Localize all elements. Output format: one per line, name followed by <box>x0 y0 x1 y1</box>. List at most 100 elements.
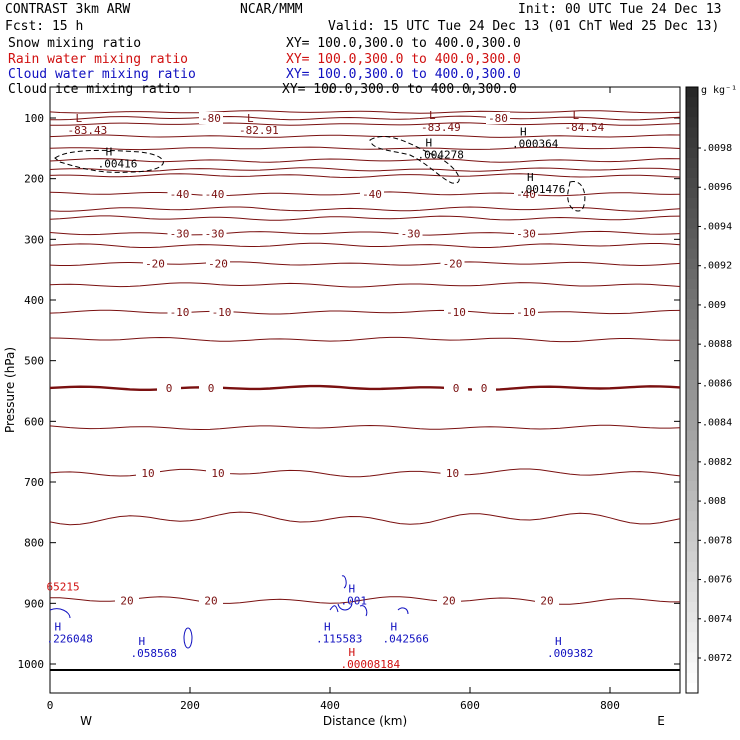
y-tick-label: 900 <box>24 597 44 610</box>
colorbar-band <box>686 592 698 603</box>
contour-label-bg <box>206 466 230 479</box>
colorbar-band <box>686 289 698 300</box>
colorbar: .0098 .0096 .0094 .0092 .009 .0088 .0086 .0084.… <box>685 86 732 694</box>
y-axis-title: Pressure (hPa) <box>3 347 17 433</box>
field-rain-xy: XY= 100.0,300.0 to 400.0,300.0 <box>286 52 521 67</box>
temperature-contour <box>49 384 681 391</box>
colorbar-band <box>686 400 698 411</box>
extremum-value: .00008184 <box>341 658 401 671</box>
colorbar-label: .0086 <box>702 378 732 389</box>
colorbar-band <box>686 541 698 553</box>
extrema-labels: L-83.43L-82.91L-83.49L-84.54H.00416H.004… <box>47 109 605 671</box>
colorbar-band <box>686 571 698 583</box>
contour-label-bg <box>199 381 223 394</box>
forecast-hour: Fcst: 15 h <box>5 19 83 34</box>
colorbar-label: .0094 <box>702 221 732 232</box>
contour-label: -80 <box>488 112 508 125</box>
temperature-contour <box>49 215 681 221</box>
colorbar-band <box>686 652 698 664</box>
extremum-marker: H <box>520 125 527 138</box>
colorbar-band <box>686 632 698 643</box>
colorbar-label: .0078 <box>702 535 732 546</box>
y-tick-label: 700 <box>24 476 44 489</box>
contour-label: -30 <box>205 227 225 240</box>
contour-label: -10 <box>212 306 232 319</box>
temperature-contour <box>49 206 681 212</box>
contour-label-bg <box>444 381 468 394</box>
contour-label-bg <box>199 594 223 607</box>
contour-label: -10 <box>516 306 536 319</box>
temperature-contour <box>49 134 681 138</box>
colorbar-label: .008 <box>702 496 726 507</box>
x-left-end-label: W <box>80 714 92 728</box>
temperature-contour <box>49 158 681 163</box>
contour-label-bg <box>143 257 167 270</box>
contour-label: -40 <box>205 188 225 201</box>
contour-label: -10 <box>170 306 190 319</box>
colorbar-label: .0092 <box>702 261 732 272</box>
contour-label-bg <box>486 112 510 124</box>
plot-frame <box>49 86 681 694</box>
contour-label: -40 <box>170 188 190 201</box>
cloud-ice-contour <box>567 181 586 212</box>
colorbar-band <box>686 440 698 452</box>
colorbar-band <box>686 521 698 532</box>
field-snow-name: Snow mixing ratio <box>8 36 141 51</box>
colorbar-band <box>686 470 698 482</box>
colorbar-band <box>686 248 698 260</box>
temperature-contour <box>49 122 681 126</box>
model-title: CONTRAST 3km ARW <box>5 2 130 17</box>
field-cloudwater-name: Cloud water mixing ratio <box>8 67 196 82</box>
contour-label: 10 <box>141 467 154 480</box>
x-axis-title: Distance (km) <box>323 714 407 728</box>
temperature-contour <box>49 110 681 114</box>
extremum-marker: H <box>55 621 62 634</box>
extremum-value: .004278 <box>418 148 464 161</box>
colorbar-band <box>686 208 698 219</box>
temperature-contour <box>49 167 681 173</box>
colorbar-band <box>686 127 698 138</box>
y-tick-label: 400 <box>24 294 44 307</box>
cloud-water-contour <box>49 605 409 619</box>
contour-label-bg <box>398 227 423 240</box>
contour-label-bg <box>514 187 538 200</box>
contour-label-bg <box>440 257 465 270</box>
colorbar-band <box>686 359 698 371</box>
extremum-value: 65215 <box>47 580 80 593</box>
colorbar-band <box>686 460 698 472</box>
extremum-value: .001476 <box>519 183 565 196</box>
moisture-contours <box>49 135 586 649</box>
contour-label-bg <box>199 112 223 124</box>
colorbar-label: .0082 <box>702 457 732 468</box>
colorbar-band <box>686 177 698 189</box>
extremum-marker: H <box>106 146 113 159</box>
extremum-value: .058568 <box>131 647 177 660</box>
colorbar-band <box>686 218 698 229</box>
colorbar-label: .0074 <box>702 614 732 625</box>
contour-label: 0 <box>166 382 173 395</box>
contour-label-bg <box>437 594 461 607</box>
contour-label: -30 <box>516 227 536 240</box>
axis-ticks: 0 200 400 600 800100200300400500600700800900… <box>18 87 680 712</box>
y-tick-label: 100 <box>24 112 44 125</box>
cloud-water-contour <box>183 627 193 649</box>
field-rain-name: Rain water mixing ratio <box>8 52 188 67</box>
contour-label: 10 <box>211 467 224 480</box>
extremum-value: .00416 <box>98 158 138 171</box>
colorbar-label: .0072 <box>702 653 732 664</box>
extremum-value: .115583 <box>316 633 362 646</box>
extremum-marker: L <box>76 112 83 125</box>
colorbar-band <box>686 379 698 391</box>
temperature-contour <box>49 424 681 431</box>
extremum-value: .042566 <box>383 633 429 646</box>
contour-label: -20 <box>443 258 463 271</box>
contour-label-bg <box>440 466 465 479</box>
y-tick-label: 500 <box>24 355 44 368</box>
colorbar-frame <box>685 86 699 694</box>
temperature-contour <box>49 242 681 248</box>
extremum-marker: L <box>573 109 580 122</box>
contour-label-bg <box>535 594 559 607</box>
colorbar-band <box>686 319 698 330</box>
extremum-value: .009382 <box>547 647 593 660</box>
cloud-ice-contour <box>369 135 460 184</box>
